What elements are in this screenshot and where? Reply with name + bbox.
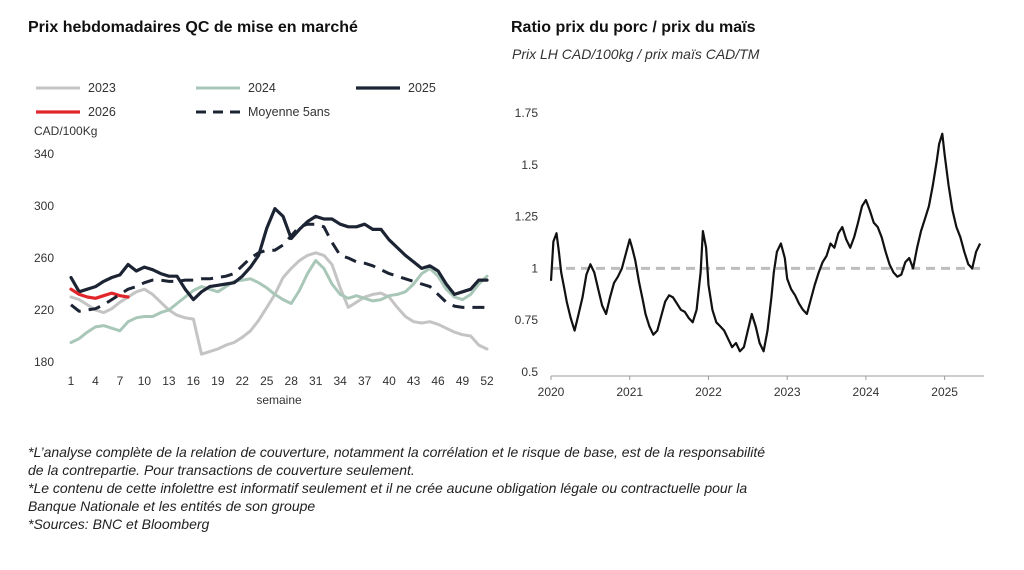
y-tick-label: 260 xyxy=(34,251,54,265)
x-tick-label: 2021 xyxy=(616,385,643,399)
right-chart-series xyxy=(549,132,982,353)
y-tick-label: 300 xyxy=(34,199,54,213)
left-chart-y-ticks: 180 220 260 300 340 xyxy=(34,147,54,369)
right-chart-x-ticks: 2020 2021 2022 2023 2024 2025 xyxy=(538,375,984,399)
y-tick-label: 1.75 xyxy=(515,106,539,120)
x-tick-label: 43 xyxy=(407,374,421,388)
x-tick-label: 2025 xyxy=(931,385,958,399)
x-tick-label: 13 xyxy=(162,374,176,388)
ratio-series-line xyxy=(549,132,982,353)
x-tick-label: 46 xyxy=(431,374,445,388)
left-line-chart: 2023 2024 2025 2026 Moyenne 5ans CAD/100Kg 1… xyxy=(34,81,494,407)
x-tick-label: 49 xyxy=(456,374,470,388)
right-line-chart: 0.5 0.75 1 1.25 1.5 1.75 2020 2021 2022 2023 2024… xyxy=(515,106,984,399)
y-tick-label: 1.5 xyxy=(521,158,538,172)
legend-label: 2026 xyxy=(88,105,116,119)
legend-item: 2023 xyxy=(36,81,116,95)
series-line-2024 xyxy=(69,259,489,344)
x-tick-label: 52 xyxy=(480,374,494,388)
x-tick-label: 2022 xyxy=(695,385,722,399)
x-tick-label: 34 xyxy=(333,374,347,388)
y-tick-label: 0.75 xyxy=(515,313,539,327)
y-tick-label: 1.25 xyxy=(515,210,539,224)
x-tick-label: 28 xyxy=(285,374,299,388)
right-chart-title: Ratio prix du porc / prix du maïs xyxy=(511,19,756,36)
x-tick-label: 4 xyxy=(92,374,99,388)
x-tick-label: 10 xyxy=(138,374,152,388)
series-line-2023 xyxy=(69,251,489,356)
x-tick-label: 2024 xyxy=(853,385,880,399)
footnotes: *L’analyse complète de la relation de co… xyxy=(28,443,908,533)
x-tick-label: 1 xyxy=(68,374,75,388)
series-line-2026 xyxy=(69,287,130,300)
series-line-moyenne-5ans xyxy=(70,222,487,313)
x-tick-label: 37 xyxy=(358,374,372,388)
legend-label: Moyenne 5ans xyxy=(248,105,330,119)
x-tick-label: 22 xyxy=(236,374,250,388)
left-chart-legend: 2023 2024 2025 2026 Moyenne 5ans xyxy=(36,81,436,119)
footnote-line: *Sources: BNC et Bloomberg xyxy=(28,516,210,532)
y-tick-label: 220 xyxy=(34,303,54,317)
legend-item: 2026 xyxy=(36,105,116,119)
x-tick-label: 25 xyxy=(260,374,274,388)
legend-item: Moyenne 5ans xyxy=(196,105,330,119)
left-chart-title: Prix hebdomadaires QC de mise en marché xyxy=(28,19,358,36)
footnote-line: *L’analyse complète de la relation de co… xyxy=(28,444,765,460)
left-chart-series xyxy=(69,207,489,356)
footnote-line: de la contrepartie. Pour transactions de… xyxy=(28,462,415,478)
x-tick-label: 2020 xyxy=(538,385,565,399)
series-line-2025 xyxy=(69,207,489,302)
right-chart-subtitle: Prix LH CAD/100kg / prix maïs CAD/TM xyxy=(512,46,760,62)
x-tick-label: 40 xyxy=(382,374,396,388)
x-tick-label: 2023 xyxy=(774,385,801,399)
legend-item: 2024 xyxy=(196,81,276,95)
left-chart-x-ticks: 1 4 7 10 13 16 19 22 25 28 31 34 37 40 43 46 49 52 xyxy=(68,374,494,388)
right-chart-y-ticks: 0.5 0.75 1 1.25 1.5 1.75 xyxy=(515,106,539,379)
legend-label: 2024 xyxy=(248,81,276,95)
legend-item: 2025 xyxy=(356,81,436,95)
y-tick-label: 0.5 xyxy=(521,365,538,379)
legend-label: 2023 xyxy=(88,81,116,95)
x-tick-label: 31 xyxy=(309,374,323,388)
x-tick-label: 16 xyxy=(187,374,201,388)
y-tick-label: 340 xyxy=(34,147,54,161)
legend-label: 2025 xyxy=(408,81,436,95)
y-tick-label: 1 xyxy=(531,261,538,275)
left-chart-xlabel: semaine xyxy=(256,393,302,407)
footnote-line: *Le contenu de cette infolettre est info… xyxy=(28,480,748,496)
footnote-line: Banque Nationale et les entités de son g… xyxy=(28,498,316,514)
left-chart-ylabel: CAD/100Kg xyxy=(34,124,97,138)
y-tick-label: 180 xyxy=(34,355,54,369)
x-tick-label: 7 xyxy=(117,374,124,388)
x-tick-label: 19 xyxy=(211,374,225,388)
